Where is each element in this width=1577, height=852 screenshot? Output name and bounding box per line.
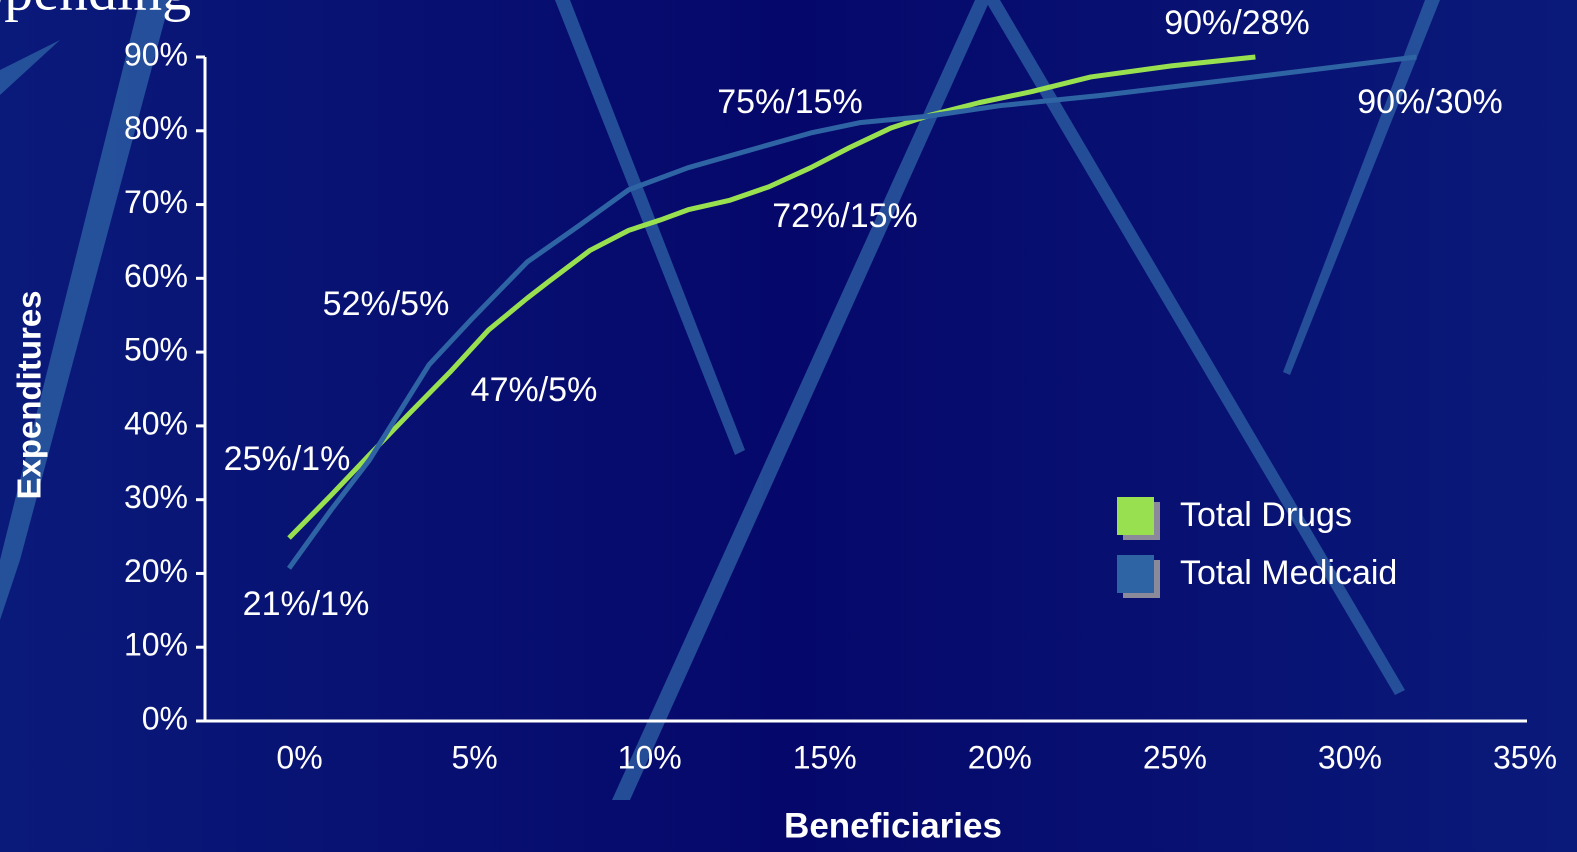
x-tick-label: 25%	[1143, 739, 1207, 775]
legend-label: Total Drugs	[1180, 496, 1352, 534]
annotation: 90%/28%	[1164, 4, 1310, 42]
x-tick-label: 10%	[618, 739, 682, 775]
annotation: 25%/1%	[224, 440, 351, 478]
annotation: 72%/15%	[772, 197, 918, 235]
y-tick-label: 70%	[124, 184, 188, 220]
y-tick-label: 10%	[124, 627, 188, 663]
annotation: 52%/5%	[323, 285, 450, 323]
x-tick-label: 15%	[793, 739, 857, 775]
chart: Spending Expenditures Beneficiaries 0% 10…	[0, 0, 1577, 852]
y-tick-label: 50%	[124, 332, 188, 368]
annotation: 47%/5%	[471, 371, 598, 409]
annotation: 21%/1%	[243, 585, 370, 623]
y-tick-label: 20%	[124, 553, 188, 589]
y-axis-title: Expenditures	[11, 290, 48, 499]
x-tick-label: 35%	[1493, 739, 1557, 775]
x-tick-label: 30%	[1318, 739, 1382, 775]
chart-title: Spending	[0, 0, 191, 22]
legend-label: Total Medicaid	[1180, 554, 1397, 592]
y-tick-label: 40%	[124, 405, 188, 441]
y-tick-label: 80%	[124, 110, 188, 146]
x-axis-title: Beneficiaries	[784, 806, 1002, 845]
y-tick-label: 60%	[124, 258, 188, 294]
legend-swatch	[1117, 497, 1154, 535]
x-tick-label: 0%	[276, 739, 322, 775]
x-tick-label: 5%	[451, 739, 497, 775]
y-tick-label: 30%	[124, 479, 188, 515]
annotation: 75%/15%	[717, 83, 863, 121]
legend-swatch	[1117, 555, 1154, 593]
y-tick-label: 90%	[124, 36, 188, 72]
annotation: 90%/30%	[1357, 83, 1503, 121]
y-tick-label: 0%	[142, 700, 188, 736]
x-tick-label: 20%	[968, 739, 1032, 775]
